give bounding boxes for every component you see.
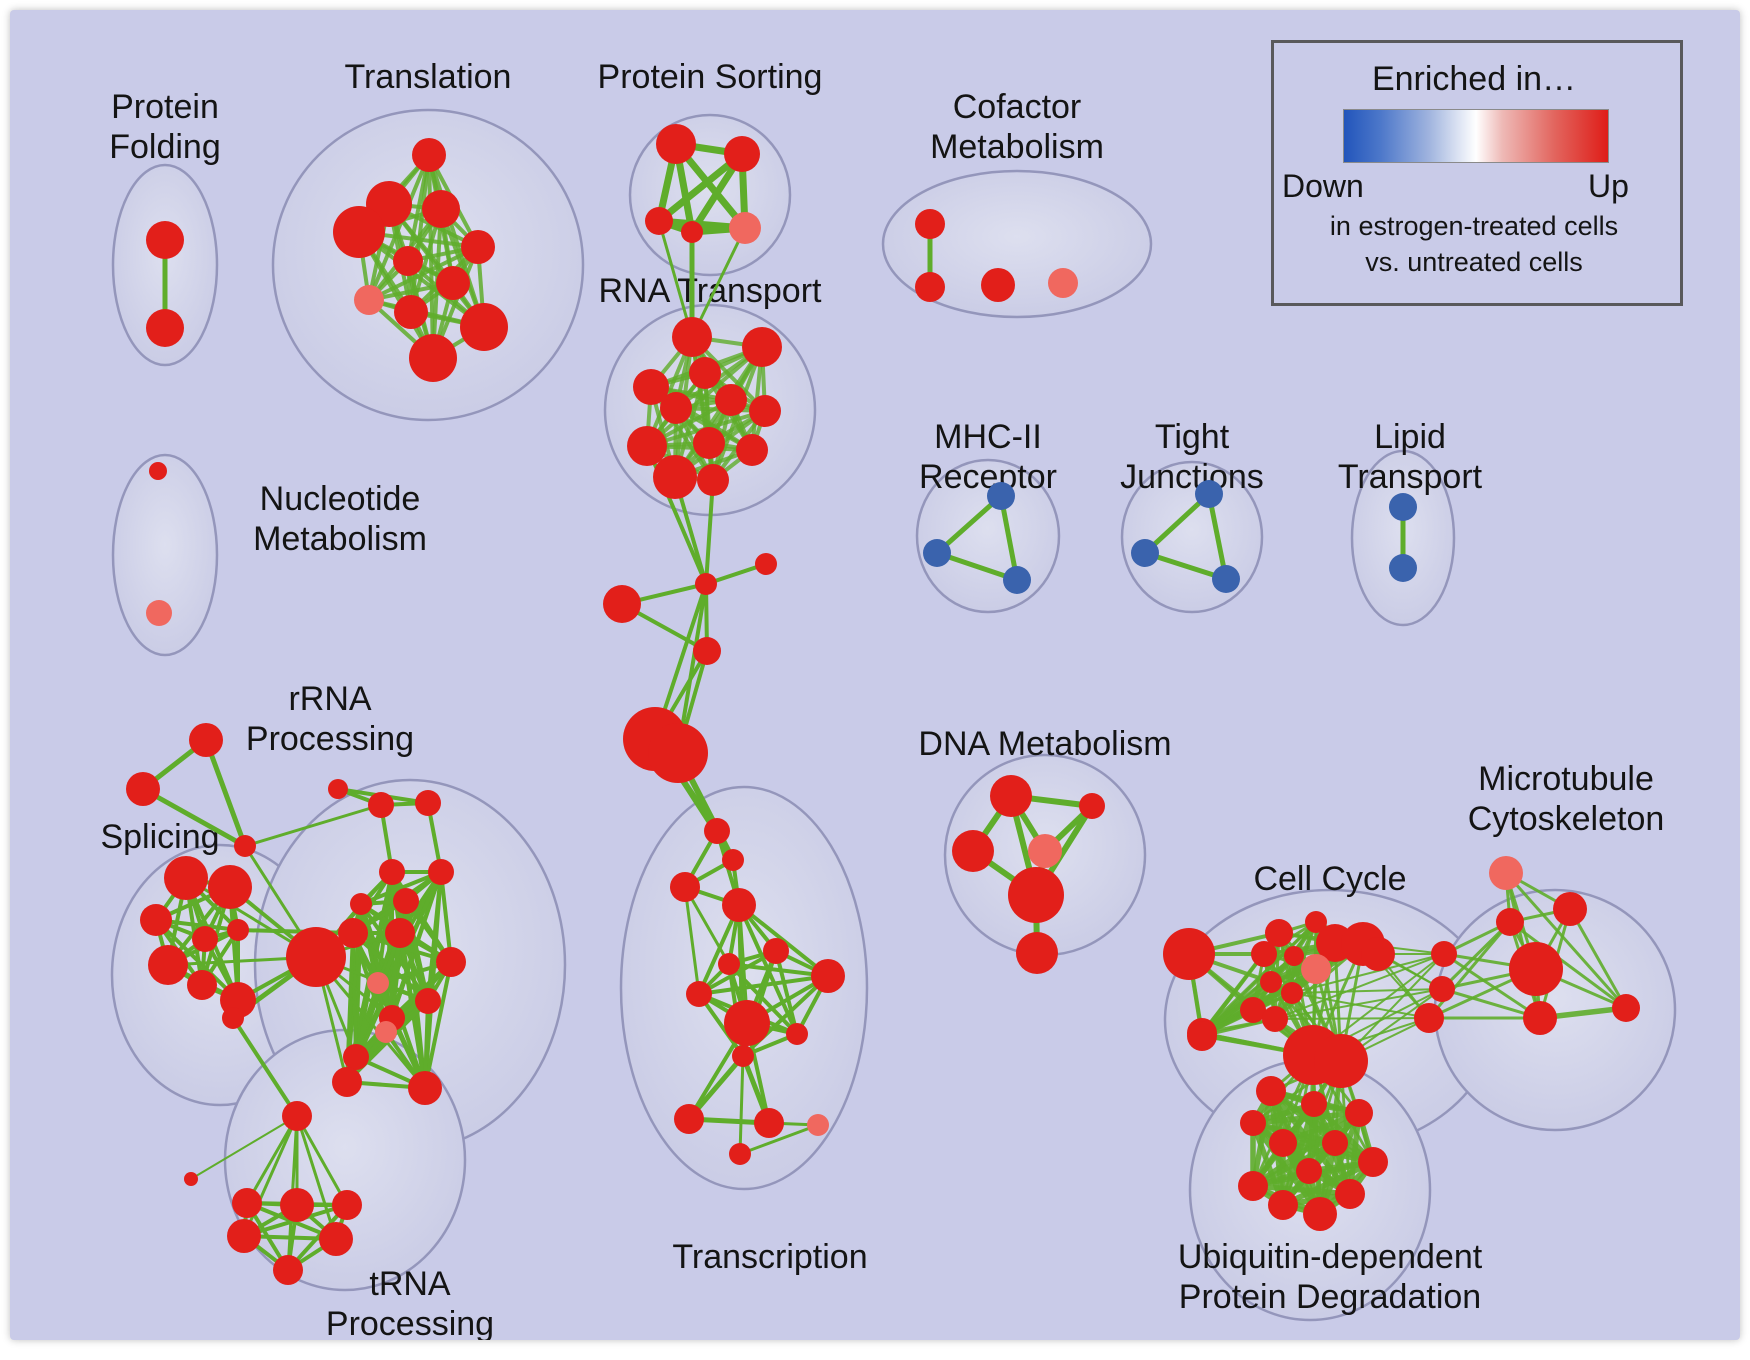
svg-text:Metabolism: Metabolism [930, 128, 1104, 166]
svg-text:Tight: Tight [1155, 418, 1230, 456]
svg-text:Cytoskeleton: Cytoskeleton [1468, 800, 1665, 838]
svg-text:Protein: Protein [111, 88, 219, 126]
svg-text:DNA Metabolism: DNA Metabolism [918, 725, 1171, 763]
svg-text:Nucleotide: Nucleotide [260, 480, 421, 518]
svg-text:Protein Degradation: Protein Degradation [1179, 1278, 1481, 1316]
svg-text:Cell Cycle: Cell Cycle [1253, 860, 1406, 898]
svg-text:Protein Sorting: Protein Sorting [598, 58, 823, 96]
svg-text:Ubiquitin-dependent: Ubiquitin-dependent [1178, 1238, 1483, 1276]
svg-text:RNA Transport: RNA Transport [599, 272, 823, 310]
svg-text:Transport: Transport [1338, 458, 1483, 496]
svg-text:Receptor: Receptor [919, 458, 1057, 496]
svg-text:Folding: Folding [109, 128, 221, 166]
svg-text:Lipid: Lipid [1374, 418, 1446, 456]
svg-text:Processing: Processing [326, 1305, 494, 1340]
svg-text:tRNA: tRNA [369, 1265, 451, 1303]
svg-text:MHC-II: MHC-II [934, 418, 1042, 456]
svg-text:Junctions: Junctions [1120, 458, 1264, 496]
svg-text:Transcription: Transcription [672, 1238, 867, 1276]
svg-text:Metabolism: Metabolism [253, 520, 427, 558]
svg-text:Cofactor: Cofactor [953, 88, 1082, 126]
svg-text:Processing: Processing [246, 720, 414, 758]
svg-text:Translation: Translation [345, 58, 512, 96]
svg-text:rRNA: rRNA [288, 680, 371, 718]
svg-text:Microtubule: Microtubule [1478, 760, 1654, 798]
